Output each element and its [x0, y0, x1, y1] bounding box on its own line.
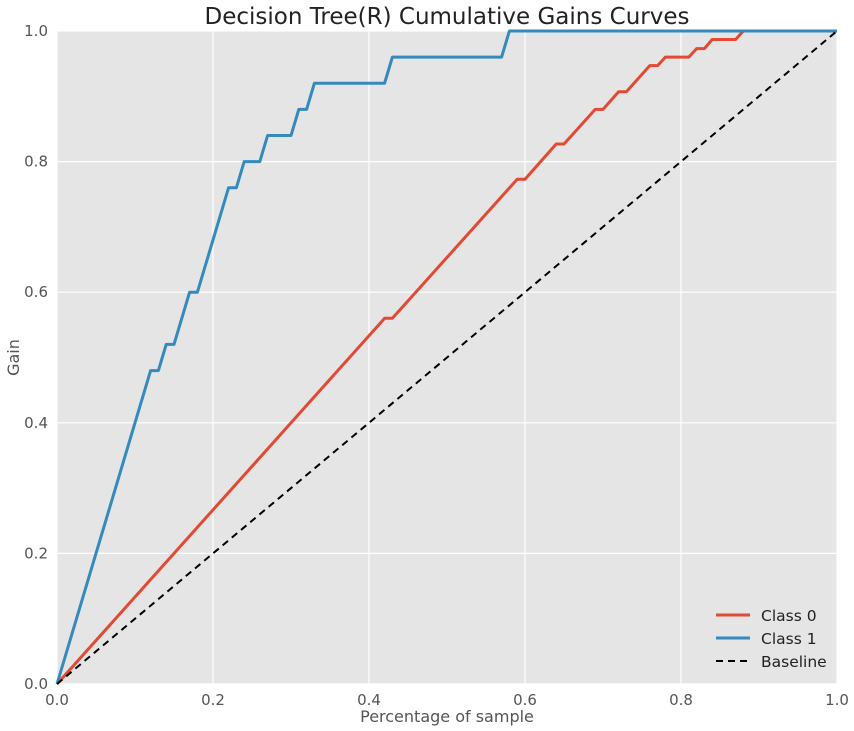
legend-label: Class 0 — [761, 607, 817, 625]
x-tick-label: 0.0 — [45, 691, 69, 709]
y-tick-label: 0.8 — [24, 153, 48, 171]
x-tick-label: 0.4 — [357, 691, 381, 709]
legend: Class 0 Class 1 Baseline — [716, 607, 827, 671]
y-tick-label: 0.2 — [24, 544, 48, 562]
grid-lines — [56, 30, 838, 685]
series-line-class-0 — [55, 29, 837, 686]
series-line-baseline — [56, 30, 838, 685]
tick-labels: 0.0 0.2 0.4 0.6 0.8 1.0 0.0 0.2 0.4 0.6 0.8 1.0 — [24, 22, 849, 709]
series-line-class-1 — [55, 29, 837, 685]
y-tick-label: 0.6 — [24, 283, 48, 301]
y-tick-label: 1.0 — [24, 22, 48, 40]
legend-label: Class 1 — [761, 630, 817, 648]
x-tick-label: 0.6 — [513, 691, 537, 709]
x-tick-label: 1.0 — [825, 691, 849, 709]
y-axis-label: Gain — [4, 339, 23, 376]
y-tick-label: 0.0 — [24, 675, 48, 693]
legend-label: Baseline — [761, 653, 827, 671]
x-tick-label: 0.2 — [201, 691, 225, 709]
chart-title: Decision Tree(R) Cumulative Gains Curves — [205, 4, 690, 30]
y-tick-label: 0.4 — [24, 414, 48, 432]
x-tick-label: 0.8 — [669, 691, 693, 709]
x-axis-label: Percentage of sample — [360, 707, 534, 726]
series-lines — [55, 29, 838, 686]
